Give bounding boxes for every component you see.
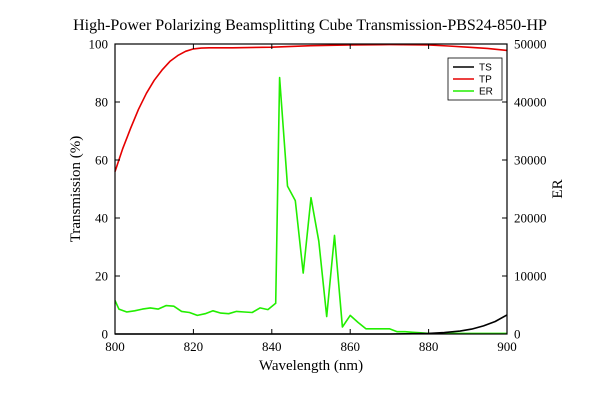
axis-ticks: 800 820 840 860 880 9000204060801000100002000…: [89, 37, 547, 355]
legend-label-tp: TP: [479, 75, 492, 86]
x-tick-label: 840: [262, 339, 282, 354]
chart-title: High-Power Polarizing Beamsplitting Cube…: [73, 17, 547, 34]
y2-tick-label: 10000: [514, 269, 547, 284]
y-tick-label: 0: [102, 327, 109, 342]
y2-tick-label: 20000: [514, 211, 547, 226]
y-tick-label: 40: [95, 211, 108, 226]
legend-label-ts: TS: [479, 63, 492, 74]
y-tick-label: 20: [95, 269, 108, 284]
y2-tick-label: 40000: [514, 95, 547, 110]
series-line-er: [114, 76, 507, 335]
x-tick-label: 820: [184, 339, 204, 354]
x-tick-label: 880: [419, 339, 439, 354]
x-tick-label: 900: [497, 339, 517, 354]
series-line-ts: [115, 314, 508, 335]
x-axis-label: Wavelength (nm): [259, 358, 363, 374]
y2-tick-label: 30000: [514, 153, 547, 168]
x-tick-label: 800: [105, 339, 125, 354]
y2-tick-label: 0: [514, 327, 521, 342]
x-tick-label: 860: [340, 339, 360, 354]
y-axis-label: Transmission (%): [68, 136, 84, 243]
plot-frame: [114, 43, 508, 335]
y2-axis-label: ER: [550, 179, 566, 198]
y-tick-label: 100: [89, 37, 109, 52]
y2-tick-label: 50000: [514, 37, 547, 52]
legend-label-er: ER: [479, 87, 493, 98]
y-tick-label: 60: [95, 153, 108, 168]
series-line-tp: [114, 43, 508, 172]
y-tick-label: 80: [95, 95, 108, 110]
